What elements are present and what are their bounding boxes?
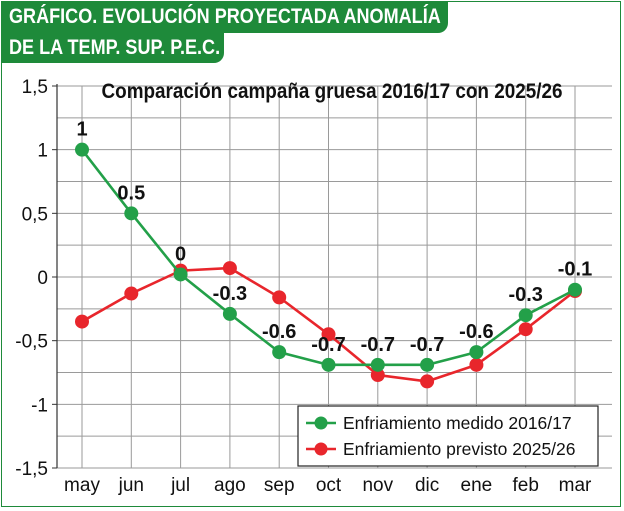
medido-point — [370, 357, 385, 372]
data-label: 0 — [175, 243, 186, 265]
chart: 1,5 1 0,5 0 -0,5 -1 -1,5 may jun jul ago sep oct nov… — [15, 77, 612, 496]
previsto-point — [75, 314, 89, 329]
data-label: 0.5 — [117, 182, 145, 204]
previsto-point — [469, 357, 484, 372]
y-tick-label: -1,5 — [15, 459, 48, 480]
legend-marker-medido — [314, 416, 328, 430]
previsto-point — [124, 286, 139, 301]
x-tick-label: may — [64, 475, 100, 496]
legend-marker-previsto — [314, 442, 328, 456]
previsto-point — [518, 322, 533, 337]
x-tick-label: sep — [264, 475, 295, 496]
medido-point — [321, 357, 336, 372]
data-label: -0.6 — [262, 321, 296, 343]
x-tick-label: oct — [316, 475, 342, 496]
medido-point — [568, 282, 582, 297]
series-lines — [75, 142, 582, 389]
header-banner-line-2: DE LA TEMP. SUP. P.E.C. — [2, 33, 224, 63]
medido-point — [420, 357, 435, 372]
grid-lines — [56, 84, 612, 469]
x-tick-label: ago — [214, 475, 246, 496]
header-title-line-1: GRÁFICO. EVOLUCIÓN PROYECTADA ANOMALÍA — [9, 5, 441, 28]
y-tick-label: 0 — [37, 268, 48, 289]
y-axis-ticks: 1,5 1 0,5 0 -0,5 -1 -1,5 — [15, 77, 57, 480]
previsto-point — [370, 368, 385, 383]
medido-point — [469, 345, 484, 360]
data-label: -0.3 — [508, 284, 542, 306]
x-axis-ticks: may jun jul ago sep oct nov dic ene feb mar — [64, 475, 592, 496]
y-tick-label: -1 — [31, 395, 48, 416]
medido-point — [124, 206, 139, 221]
medido-point — [272, 345, 287, 360]
x-tick-label: jul — [170, 475, 190, 496]
legend-label-medido: Enfriamiento medido 2016/17 — [343, 413, 572, 433]
legend-box — [297, 405, 599, 467]
y-tick-label: 1 — [37, 141, 48, 162]
header-banner-line-1: GRÁFICO. EVOLUCIÓN PROYECTADA ANOMALÍA — [2, 2, 448, 33]
x-tick-label: dic — [415, 475, 439, 496]
data-label: 1 — [76, 119, 87, 141]
data-label: -0.6 — [459, 321, 493, 343]
chart-title: Comparación campaña gruesa 2016/17 con 2… — [102, 80, 563, 103]
previsto-point — [272, 290, 287, 305]
previsto-point — [222, 261, 237, 276]
data-label: -0.7 — [311, 334, 345, 356]
y-tick-label: 0,5 — [22, 204, 48, 225]
data-label: -0.1 — [558, 259, 592, 281]
data-label: -0.7 — [410, 334, 444, 356]
y-tick-label: 1,5 — [22, 77, 48, 98]
previsto-point — [420, 374, 435, 389]
medido-point — [173, 267, 188, 282]
data-label: -0.3 — [213, 283, 247, 305]
data-label: -0.7 — [361, 334, 395, 356]
x-tick-label: ene — [461, 475, 493, 496]
medido-point — [222, 306, 237, 321]
header-title-line-2: DE LA TEMP. SUP. P.E.C. — [9, 36, 221, 59]
medido-point — [75, 142, 89, 157]
x-tick-label: feb — [512, 475, 538, 496]
x-tick-label: jun — [118, 475, 144, 496]
x-tick-label: mar — [559, 475, 592, 496]
medido-point — [518, 308, 533, 323]
previsto-point — [321, 327, 336, 342]
y-tick-label: -0,5 — [15, 332, 48, 353]
data-labels: 1 0.5 0 -0.3 -0.6 -0.7 -0.7 -0.7 -0.6 -0.3 -0.1 — [76, 119, 592, 356]
legend-label-previsto: Enfriamiento previsto 2025/26 — [343, 439, 576, 459]
x-tick-label: nov — [362, 475, 393, 496]
legend: Enfriamiento medido 2016/17 Enfriamiento … — [297, 405, 599, 467]
